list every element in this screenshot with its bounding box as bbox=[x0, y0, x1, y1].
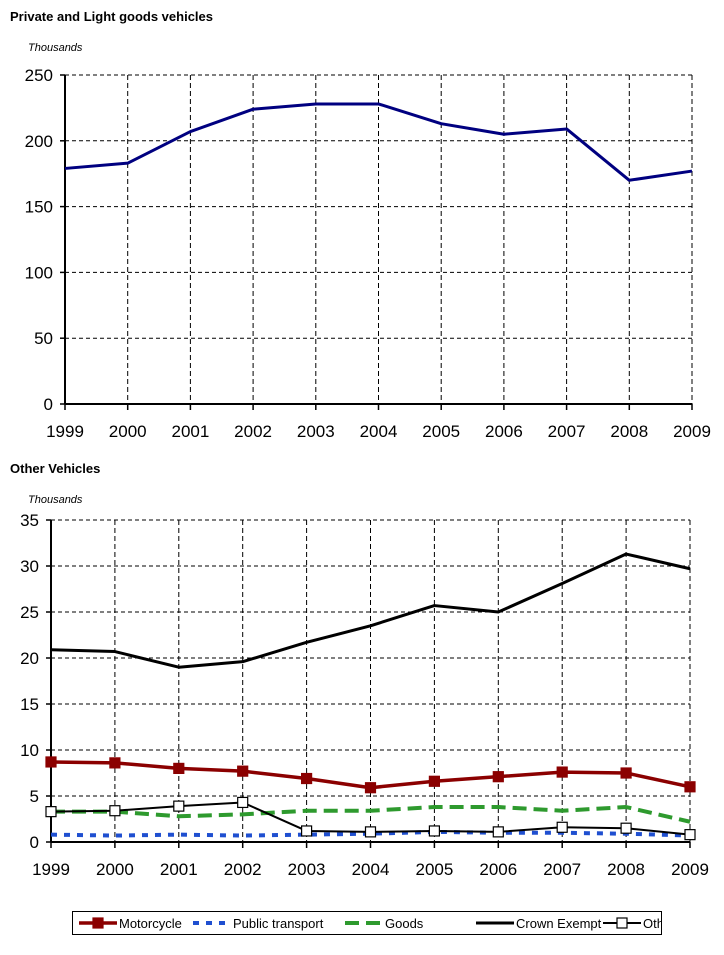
chart2-point-motorcycle bbox=[428, 775, 440, 787]
chart2-point-other bbox=[428, 825, 440, 837]
x-tick-label: 2003 bbox=[288, 860, 326, 879]
x-tick-label: 2003 bbox=[297, 422, 335, 441]
legend-label-other: Other bbox=[643, 916, 661, 931]
chart2-point-motorcycle bbox=[45, 756, 57, 768]
chart2-point-motorcycle bbox=[684, 781, 696, 793]
x-tick-label: 2007 bbox=[548, 422, 586, 441]
y-tick-label: 30 bbox=[20, 557, 39, 576]
x-tick-label: 2001 bbox=[171, 422, 209, 441]
x-tick-label: 2001 bbox=[160, 860, 198, 879]
x-tick-label: 2002 bbox=[224, 860, 262, 879]
legend-label-motorcycle: Motorcycle bbox=[119, 916, 182, 931]
chart2-point-other bbox=[364, 826, 377, 838]
x-tick-label: 2005 bbox=[422, 422, 460, 441]
y-tick-label: 0 bbox=[30, 833, 39, 852]
y-tick-label: 20 bbox=[20, 649, 39, 668]
y-tick-label: 150 bbox=[25, 198, 53, 217]
chart1-title: Private and Light goods vehicles bbox=[10, 9, 213, 24]
chart2-title: Other Vehicles bbox=[10, 461, 101, 476]
x-tick-label: 2000 bbox=[109, 422, 147, 441]
chart2-point-other bbox=[301, 825, 313, 837]
chart2-point-motorcycle bbox=[556, 766, 568, 778]
x-tick-label: 2004 bbox=[352, 860, 390, 879]
chart2-point-other bbox=[173, 800, 185, 812]
x-tick-label: 1999 bbox=[46, 422, 84, 441]
chart1-line-series-1 bbox=[64, 102, 693, 182]
chart2-point-other bbox=[492, 826, 504, 838]
y-tick-label: 50 bbox=[34, 329, 53, 348]
chart2-point-motorcycle bbox=[620, 767, 632, 779]
y-tick-label: 35 bbox=[20, 511, 39, 530]
legend-marker-other bbox=[616, 917, 628, 929]
chart2-line-goods bbox=[51, 805, 691, 824]
legend-label-crown-exempt: Crown Exempt bbox=[516, 916, 602, 931]
y-tick-label: 200 bbox=[25, 132, 53, 151]
legend-marker-motorcycle bbox=[92, 917, 104, 929]
chart2-point-motorcycle bbox=[301, 772, 313, 785]
chart1-ylabel: Thousands bbox=[28, 42, 83, 54]
chart1-svg: Thousands 0 50 100 150 200 250 1999 2000 2001 2002… bbox=[25, 42, 711, 441]
legend-label-public-transport: Public transport bbox=[233, 916, 324, 931]
x-tick-label: 2005 bbox=[415, 860, 453, 879]
y-tick-label: 0 bbox=[44, 395, 53, 414]
x-tick-label: 2000 bbox=[96, 860, 134, 879]
chart2-point-motorcycle bbox=[237, 765, 249, 777]
y-tick-label: 100 bbox=[25, 263, 53, 282]
chart2-point-other bbox=[45, 806, 57, 818]
chart2-line-crown-exempt bbox=[50, 552, 691, 669]
chart2-point-motorcycle bbox=[364, 782, 377, 794]
y-tick-label: 5 bbox=[30, 787, 39, 806]
x-tick-label: 1999 bbox=[32, 860, 70, 879]
x-tick-label: 2008 bbox=[607, 860, 645, 879]
chart2-svg: Thousands 0 5 10 15 20 25 30 35 1999 2000 2001 2002 2… bbox=[20, 494, 709, 879]
chart2-point-other bbox=[684, 829, 696, 841]
chart2-legend: Motorcycle Public transport Goods Crown Exe… bbox=[72, 911, 676, 935]
x-tick-label: 2002 bbox=[234, 422, 272, 441]
chart2-point-motorcycle bbox=[109, 757, 121, 769]
x-tick-label: 2009 bbox=[671, 860, 709, 879]
x-tick-label: 2004 bbox=[360, 422, 398, 441]
chart2-point-motorcycle bbox=[173, 762, 185, 774]
chart2-point-other bbox=[556, 821, 568, 833]
x-tick-label: 2008 bbox=[610, 422, 648, 441]
chart2-point-other bbox=[109, 805, 121, 817]
chart2-ylabel: Thousands bbox=[28, 494, 83, 506]
chart2-line-public-transport bbox=[50, 829, 691, 838]
x-tick-label: 2009 bbox=[673, 422, 711, 441]
x-tick-label: 2007 bbox=[543, 860, 581, 879]
y-tick-label: 25 bbox=[20, 603, 39, 622]
x-tick-label: 2006 bbox=[485, 422, 523, 441]
chart2-point-motorcycle bbox=[492, 771, 504, 783]
chart2-point-other bbox=[620, 822, 632, 834]
chart2-point-other bbox=[237, 796, 249, 809]
y-tick-label: 10 bbox=[20, 741, 39, 760]
legend-label-goods: Goods bbox=[385, 916, 424, 931]
y-tick-label: 15 bbox=[20, 695, 39, 714]
y-tick-label: 250 bbox=[25, 66, 53, 85]
x-tick-label: 2006 bbox=[479, 860, 517, 879]
